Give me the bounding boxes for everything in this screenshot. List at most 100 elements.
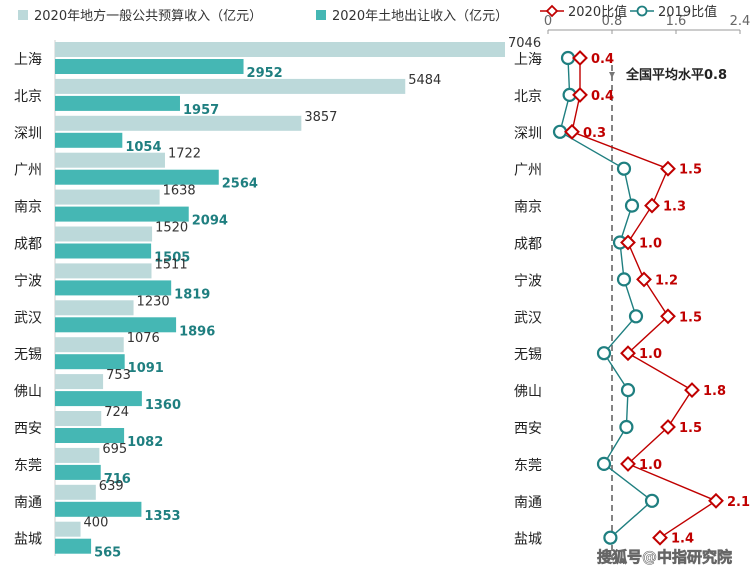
bar-value-label-0: 1230 — [137, 294, 170, 309]
bar-value-label-0: 1722 — [168, 147, 201, 162]
ratio-point-0 — [620, 345, 636, 362]
ratio-category-label: 南通 — [514, 495, 542, 511]
legend-swatch-1 — [316, 10, 326, 20]
ratio-point-0 — [620, 455, 636, 472]
bar-value-label-1: 2564 — [222, 177, 258, 192]
ratio-point-1 — [616, 161, 632, 176]
legend-swatch-0 — [18, 10, 28, 20]
bar-category-label: 南京 — [14, 200, 42, 216]
ratio-category-label: 上海 — [514, 52, 542, 68]
ratio-value-label: 1.5 — [679, 163, 702, 178]
bar-category-label: 成都 — [14, 237, 42, 253]
bar-value-label-0: 1520 — [155, 221, 188, 236]
ratio-value-label: 1.2 — [655, 273, 678, 288]
ratio-category-label: 宁波 — [514, 272, 542, 289]
bar-0 — [55, 189, 160, 205]
ratio-point-0 — [684, 382, 700, 399]
bar-0 — [55, 78, 406, 94]
bar-value-label-1: 1819 — [174, 287, 210, 302]
bar-1 — [55, 501, 142, 517]
ratio-value-label: 0.3 — [583, 126, 606, 141]
bar-0 — [55, 337, 124, 353]
bar-category-label: 西安 — [14, 421, 42, 437]
ratio-tick-label: 0 — [544, 14, 552, 29]
bar-value-label-0: 639 — [99, 479, 124, 494]
bar-0 — [55, 263, 152, 279]
ratio-point-0 — [564, 123, 580, 140]
ratio-point-1 — [596, 346, 612, 361]
bar-value-label-0: 5484 — [408, 73, 441, 88]
bar-0 — [55, 447, 100, 463]
watermark: 搜狐号@中指研究院 — [597, 548, 732, 566]
ratio-value-label: 1.0 — [639, 347, 662, 362]
bar-value-label-0: 400 — [84, 516, 109, 531]
bar-0 — [55, 42, 505, 57]
ratio-value-label: 0.4 — [591, 89, 614, 104]
ratio-value-label: 1.4 — [671, 532, 694, 547]
bar-category-label: 无锡 — [14, 347, 42, 363]
ratio-point-0 — [572, 50, 588, 66]
ratio-value-label: 1.5 — [679, 310, 702, 325]
bar-chart: 上海70462952北京54841957深圳38571054广州17222564… — [14, 36, 541, 561]
ratio-value-label: 1.8 — [703, 384, 726, 399]
bar-category-label: 盐城 — [14, 532, 42, 548]
bar-value-label-1: 1957 — [183, 103, 219, 118]
ratio-point-0 — [636, 271, 652, 288]
bar-value-label-0: 1511 — [155, 257, 188, 272]
ratio-legend-marker-1 — [636, 5, 648, 17]
ratio-category-label: 广州 — [514, 163, 542, 179]
ratio-point-0 — [652, 529, 668, 546]
ratio-tick-label: 1.6 — [666, 14, 687, 29]
bar-category-label: 东莞 — [14, 458, 42, 474]
bar-0 — [55, 300, 134, 316]
bar-value-label-1: 1360 — [145, 398, 181, 413]
bar-1 — [55, 95, 180, 111]
bar-1 — [55, 317, 177, 333]
ratio-point-1 — [619, 419, 634, 435]
bar-0 — [55, 226, 153, 242]
ratio-legend-marker-0 — [545, 4, 559, 18]
bar-0 — [55, 374, 104, 390]
bar-value-label-1: 1091 — [128, 361, 164, 376]
bar-1 — [55, 538, 92, 554]
ratio-point-0 — [620, 234, 636, 251]
bar-category-label: 佛山 — [14, 384, 42, 400]
ratio-category-label: 无锡 — [514, 347, 542, 363]
ratio-point-1 — [628, 309, 644, 324]
bar-value-label-1: 2952 — [247, 66, 283, 81]
bar-category-label: 武汉 — [14, 310, 42, 326]
bar-0 — [55, 411, 102, 426]
ratio-tick-label: 0.8 — [602, 14, 623, 29]
ratio-category-label: 盐城 — [514, 532, 542, 548]
bar-1 — [55, 391, 142, 407]
bar-0 — [55, 152, 165, 168]
bar-category-label: 宁波 — [14, 272, 42, 289]
ratio-category-label: 西安 — [514, 421, 542, 437]
ratio-value-label: 1.0 — [639, 237, 662, 252]
ratio-point-0 — [644, 197, 660, 214]
bar-value-label-0: 753 — [106, 368, 131, 383]
ratio-legend-label-1: 2019比值 — [658, 4, 717, 20]
ratio-value-label: 1.0 — [639, 458, 662, 473]
ratio-point-0 — [572, 86, 588, 103]
bar-value-label-1: 1353 — [144, 509, 180, 524]
bar-0 — [55, 521, 81, 537]
bar-1 — [55, 354, 125, 370]
ratio-point-1 — [616, 272, 632, 287]
bar-1 — [55, 169, 219, 185]
ratio-point-0 — [660, 419, 676, 435]
bar-value-label-1: 1505 — [154, 251, 190, 266]
ratio-point-0 — [708, 492, 724, 509]
bar-value-label-1: 716 — [104, 472, 131, 487]
ratio-value-label: 2.1 — [727, 495, 750, 510]
bar-1 — [55, 132, 123, 148]
bar-1 — [55, 428, 125, 443]
bar-0 — [55, 484, 96, 500]
legend-label-0: 2020年地方一般公共预算收入（亿元） — [34, 8, 262, 24]
ratio-category-label: 武汉 — [514, 310, 542, 326]
bar-category-label: 广州 — [14, 163, 42, 179]
bar-1 — [55, 280, 172, 296]
bar-value-label-1: 1054 — [125, 140, 161, 155]
